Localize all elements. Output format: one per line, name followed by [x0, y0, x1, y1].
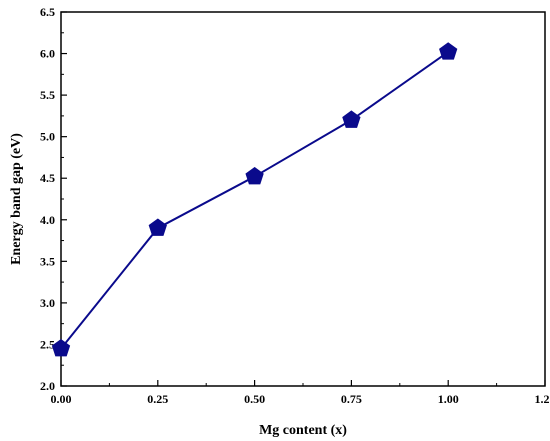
series-line [60, 51, 449, 350]
y-axis-ticks [61, 11, 67, 387]
data-point [439, 42, 458, 60]
x-tick-label: 1.25 [535, 392, 550, 406]
series-layer [51, 42, 458, 357]
x-tick-label: 0.00 [51, 392, 72, 406]
y-tick-label: 2.5 [40, 337, 55, 351]
y-tick-label: 3.5 [40, 254, 55, 268]
plot-frame [60, 11, 546, 387]
y-tick-label: 5.5 [40, 88, 55, 102]
x-tick-label: 1.00 [438, 392, 459, 406]
data-point [51, 338, 71, 357]
x-tick-label: 0.25 [147, 392, 168, 406]
y-tick-label: 2.0 [40, 379, 55, 393]
y-tick-label: 4.5 [40, 171, 55, 185]
data-point [148, 218, 167, 236]
y-tick-label: 6.0 [40, 47, 55, 61]
x-axis-tick-labels: 0.00 0.25 0.50 0.75 1.00 1.25 [51, 392, 550, 406]
x-axis-title: Mg content (x) [259, 423, 347, 438]
y-tick-label: 3.0 [40, 296, 55, 310]
data-point [342, 110, 361, 128]
data-point [245, 166, 264, 185]
y-tick-label: 5.0 [40, 130, 55, 144]
x-axis-ticks [60, 380, 546, 386]
y-tick-label: 4.0 [40, 213, 55, 227]
y-tick-label: 6.5 [40, 5, 55, 19]
y-axis-tick-labels: 2.0 2.5 3.0 3.5 4.0 4.5 5.0 5.5 6.0 6.5 [40, 5, 55, 393]
x-tick-label: 0.50 [244, 392, 265, 406]
y-axis-title: Energy band gap (eV) [9, 133, 24, 265]
x-tick-label: 0.75 [341, 392, 362, 406]
